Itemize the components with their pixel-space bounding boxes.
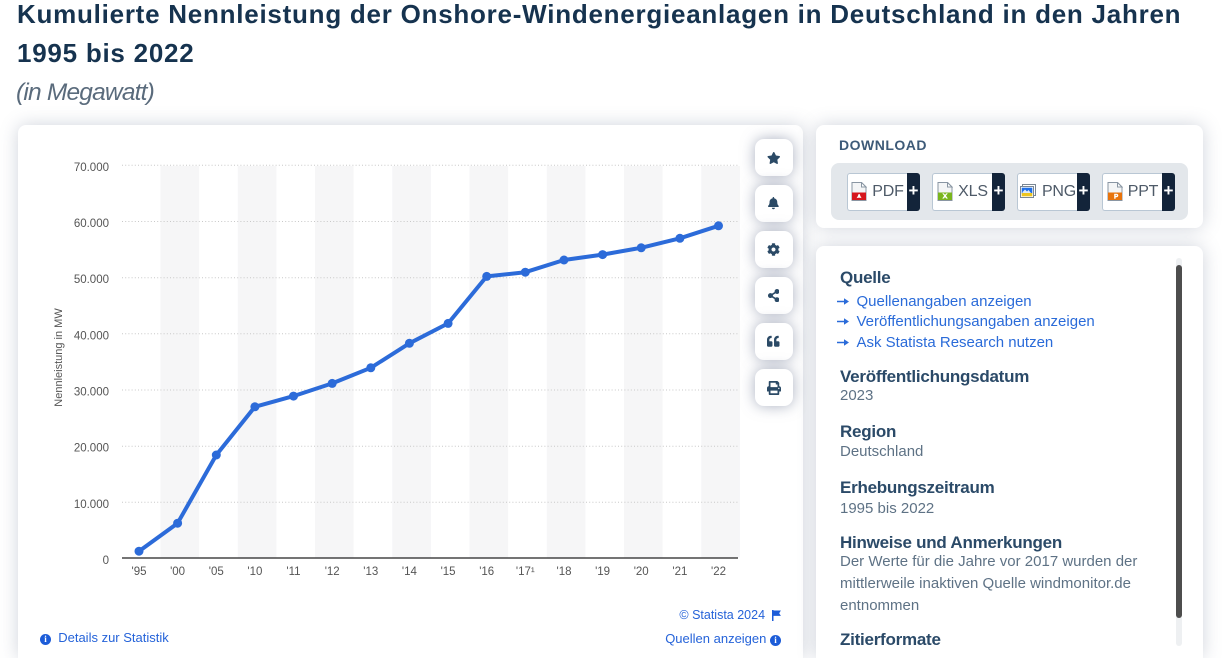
svg-text:'12: '12 — [325, 566, 340, 578]
svg-text:40.000: 40.000 — [74, 330, 109, 342]
svg-text:'14: '14 — [402, 566, 418, 578]
svg-text:70.000: 70.000 — [74, 162, 109, 174]
svg-text:30.000: 30.000 — [74, 387, 109, 399]
svg-text:'22: '22 — [711, 566, 726, 578]
svg-text:20.000: 20.000 — [74, 443, 109, 455]
svg-text:'13: '13 — [363, 566, 378, 578]
svg-text:'19: '19 — [595, 566, 610, 578]
svg-text:10.000: 10.000 — [74, 499, 109, 511]
svg-text:'05: '05 — [209, 566, 224, 578]
svg-text:60.000: 60.000 — [74, 218, 109, 230]
svg-text:'10: '10 — [247, 566, 262, 578]
svg-text:'16: '16 — [479, 566, 494, 578]
svg-text:'18: '18 — [557, 566, 572, 578]
svg-text:Nennleistung in MW: Nennleistung in MW — [53, 308, 65, 407]
svg-text:'00: '00 — [170, 566, 185, 578]
svg-text:50.000: 50.000 — [74, 274, 109, 286]
svg-text:'15: '15 — [441, 566, 456, 578]
svg-text:'17¹: '17¹ — [516, 566, 535, 578]
svg-text:0: 0 — [103, 555, 109, 567]
svg-text:'20: '20 — [634, 566, 649, 578]
svg-text:'95: '95 — [132, 566, 147, 578]
svg-text:'11: '11 — [286, 566, 300, 578]
svg-text:'21: '21 — [672, 566, 687, 578]
